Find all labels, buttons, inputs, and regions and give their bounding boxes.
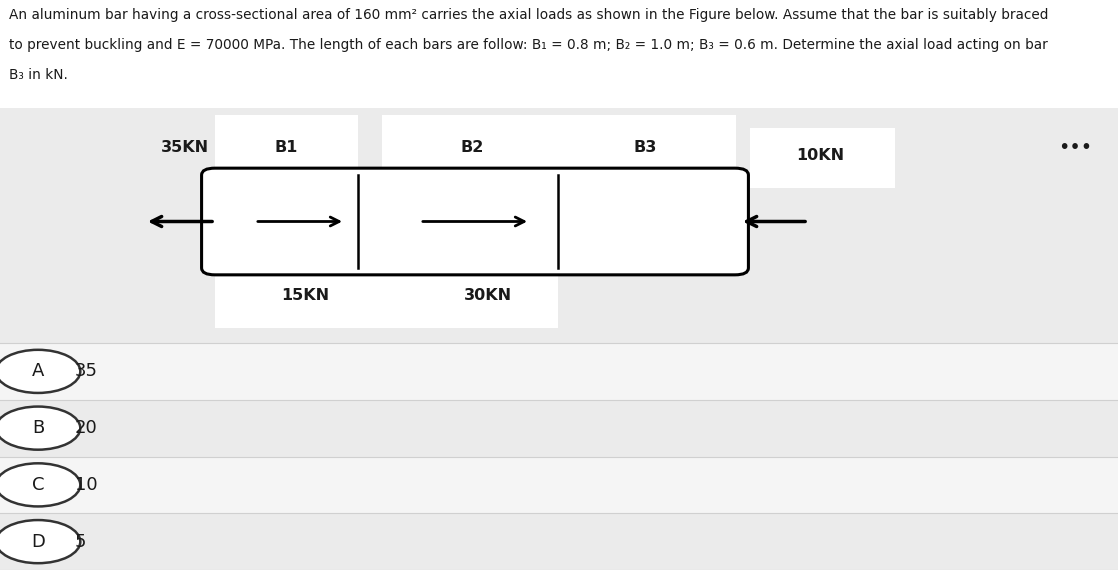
Bar — [215, 115, 358, 175]
Text: 15KN: 15KN — [281, 287, 329, 303]
Circle shape — [0, 406, 80, 450]
Text: An aluminum bar having a cross-sectional area of 160 mm² carries the axial loads: An aluminum bar having a cross-sectional… — [9, 8, 1049, 22]
Text: 10: 10 — [75, 476, 97, 494]
Text: 20: 20 — [75, 419, 97, 437]
Circle shape — [0, 520, 80, 563]
Text: B₃ in kN.: B₃ in kN. — [9, 68, 68, 82]
Bar — [0, 457, 1118, 513]
Text: B: B — [32, 419, 44, 437]
Text: •••: ••• — [1058, 139, 1092, 157]
Text: 35: 35 — [75, 363, 98, 380]
Text: 35KN: 35KN — [161, 140, 209, 156]
Bar — [215, 260, 558, 328]
Text: 30KN: 30KN — [464, 287, 512, 303]
Bar — [558, 115, 736, 175]
FancyBboxPatch shape — [201, 168, 748, 275]
Circle shape — [0, 463, 80, 506]
Text: B1: B1 — [274, 140, 297, 156]
Text: 10KN: 10KN — [796, 148, 844, 162]
Bar — [0, 108, 1118, 343]
Bar — [0, 513, 1118, 570]
Bar — [0, 400, 1118, 457]
Text: 5: 5 — [75, 532, 86, 551]
Text: D: D — [31, 532, 45, 551]
Bar — [750, 128, 896, 188]
Bar — [0, 343, 1118, 400]
Circle shape — [0, 350, 80, 393]
Text: B2: B2 — [461, 140, 484, 156]
Bar — [382, 115, 558, 175]
Text: C: C — [31, 476, 45, 494]
Text: to prevent buckling and E = 70000 MPa. The length of each bars are follow: B₁ = : to prevent buckling and E = 70000 MPa. T… — [9, 38, 1048, 52]
Bar — [0, 0, 1118, 108]
Text: B3: B3 — [633, 140, 656, 156]
Text: A: A — [31, 363, 45, 380]
